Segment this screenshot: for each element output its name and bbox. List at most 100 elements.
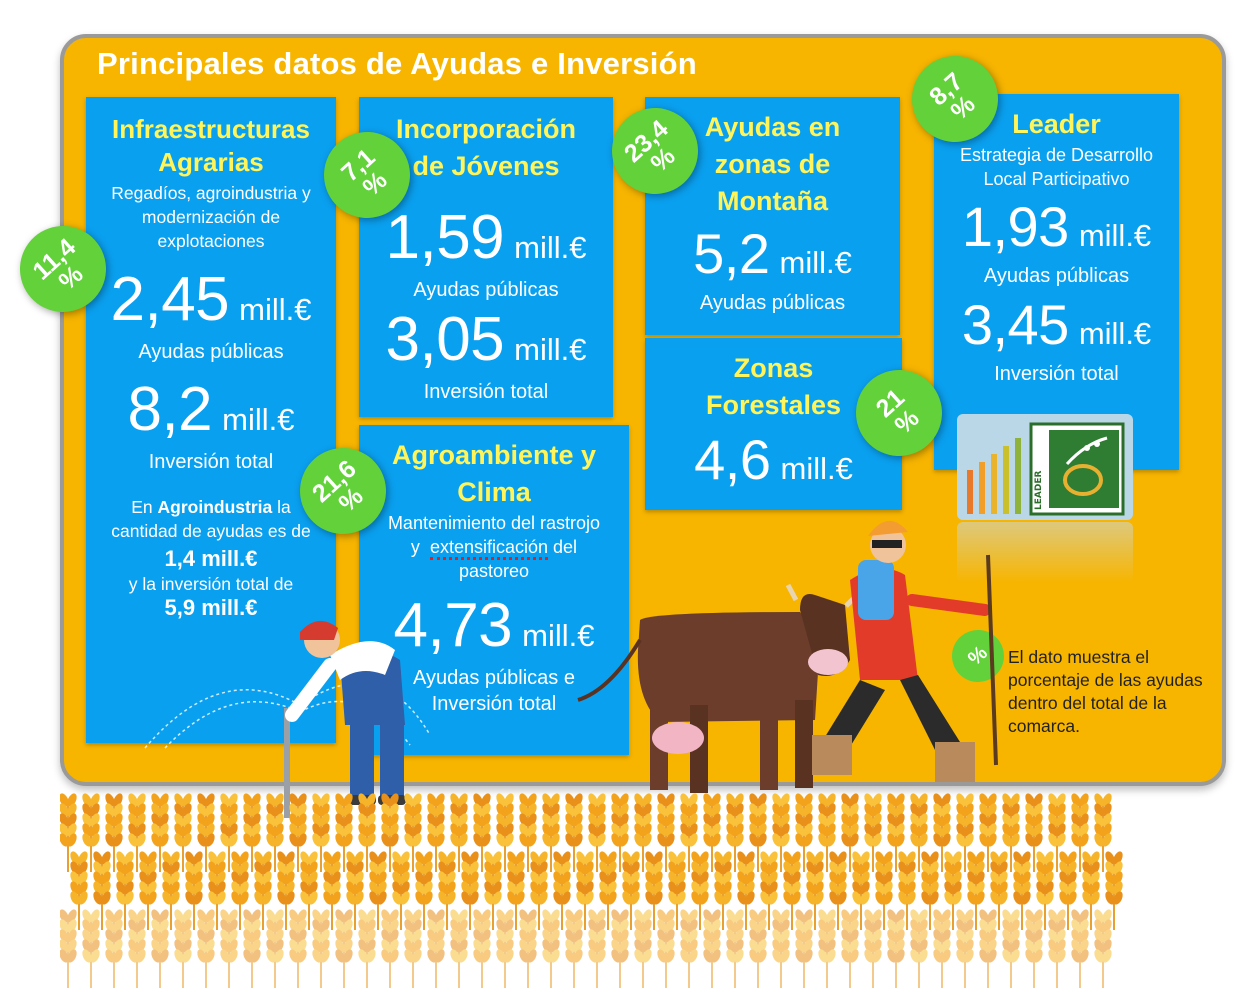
- wheat-stalk: [898, 851, 916, 930]
- wheat-stalk: [668, 851, 686, 930]
- wheat-stalk: [852, 851, 870, 930]
- wheat-stalk: [300, 851, 318, 930]
- wheat-stalk: [335, 909, 353, 988]
- wheat-stalk: [243, 909, 261, 988]
- wheat-stalk: [1094, 793, 1112, 872]
- wheat-stalk: [450, 909, 468, 988]
- wheat-stalk: [657, 909, 675, 988]
- amount-label: Inversión total: [423, 381, 549, 403]
- card-heading: Zonas: [733, 353, 814, 383]
- amount-unit: mill.€: [514, 230, 587, 265]
- card-subtitle: Estrategia de Desarrollo: [959, 145, 1154, 165]
- note-text: la cantidad de ayudas es de: [111, 497, 311, 541]
- amount-value: 3,05: [385, 305, 505, 374]
- wheat-stalk: [438, 851, 456, 930]
- wheat-stalk: [657, 793, 675, 872]
- wheat-stalk: [461, 851, 479, 930]
- wheat-stalk: [910, 793, 928, 872]
- wheat-stalk: [634, 793, 652, 872]
- wheat-stalk: [1013, 851, 1031, 930]
- amount-label: Inversión total: [994, 363, 1119, 385]
- wheat-stalk: [1105, 851, 1123, 930]
- wheat-stalk: [841, 793, 859, 872]
- wheat-stalk: [484, 851, 502, 930]
- note-value: 5,9 mill.€: [164, 595, 258, 620]
- wheat-stalk: [714, 851, 732, 930]
- wheat-stalk: [921, 851, 939, 930]
- card-heading: zonas de: [714, 149, 831, 179]
- leader-logo-graphic: LEADER: [967, 422, 1125, 516]
- wheat-stalk: [611, 793, 629, 872]
- wheat-stalk: [427, 793, 445, 872]
- wheat-stalk: [312, 793, 330, 872]
- amount-unit: mill.€: [1078, 316, 1152, 351]
- wheat-stalk: [369, 851, 387, 930]
- wheat-stalk: [783, 851, 801, 930]
- wheat-stalk: [473, 793, 491, 872]
- wheat-stalk: [553, 851, 571, 930]
- wheat-stalk: [680, 909, 698, 988]
- wheat-stalk: [323, 851, 341, 930]
- wheat-stalk: [990, 851, 1008, 930]
- wheat-stalk: [588, 793, 606, 872]
- wheat-stalk: [645, 851, 663, 930]
- wheat-stalk: [289, 909, 307, 988]
- leader-logo: LEADER: [957, 414, 1133, 520]
- wheat-stalk: [542, 793, 560, 872]
- wheat-stalk: [496, 793, 514, 872]
- wheat-stalk: [864, 793, 882, 872]
- wheat-stalk: [956, 909, 974, 988]
- wheat-stalk: [1094, 909, 1112, 988]
- wheat-stalk: [944, 851, 962, 930]
- amount-label: Inversión total: [148, 451, 274, 473]
- card-heading: Clima: [457, 477, 531, 507]
- wheat-stalk: [231, 851, 249, 930]
- wheat-stalk: [151, 793, 169, 872]
- ayudas-amount: 1,59 mill.€: [359, 207, 613, 269]
- wheat-stalk: [565, 909, 583, 988]
- page-title: Principales datos de Ayudas e Inversión: [97, 46, 697, 81]
- amount-value: 5,2: [693, 222, 770, 285]
- wheat-stalk: [93, 851, 111, 930]
- inversion-amount: 8,2 mill.€: [86, 379, 336, 441]
- amount-label: Ayudas públicas: [699, 292, 846, 314]
- note-text: y la inversión total de: [128, 574, 294, 594]
- card-heading: Incorporación: [395, 114, 577, 144]
- note-value: 1,4 mill.€: [164, 546, 258, 571]
- wheat-stalk: [266, 909, 284, 988]
- wheat-stalk: [358, 909, 376, 988]
- wheat-stalk: [588, 909, 606, 988]
- wheat-stalk: [220, 793, 238, 872]
- wheat-stalk: [933, 909, 951, 988]
- wheat-stalk: [967, 851, 985, 930]
- amount-value: 1,59: [385, 203, 505, 272]
- wheat-stalk: [335, 793, 353, 872]
- wheat-stalk: [703, 793, 721, 872]
- card-agroambiente: Agroambiente y Clima Mantenimiento del r…: [359, 425, 629, 755]
- card-subtitle: Local Participativo: [983, 169, 1130, 189]
- amount-value: 4,6: [694, 428, 771, 491]
- wheat-stalk: [1036, 851, 1054, 930]
- wheat-stalk: [841, 909, 859, 988]
- wheat-stalk: [139, 851, 157, 930]
- wheat-stalk: [875, 851, 893, 930]
- wheat-stalk: [1048, 793, 1066, 872]
- wheat-stalk: [933, 793, 951, 872]
- wheat-stalk: [519, 793, 537, 872]
- wheat-stalk: [346, 851, 364, 930]
- wheat-stalk: [749, 909, 767, 988]
- wheat-stalk: [151, 909, 169, 988]
- amount-unit: mill.€: [222, 402, 295, 437]
- wheat-stalk: [622, 851, 640, 930]
- card-heading: Forestales: [705, 390, 842, 420]
- card-heading: Leader: [1012, 109, 1101, 139]
- wheat-stalk: [1048, 909, 1066, 988]
- wheat-stalk: [691, 851, 709, 930]
- wheat-stalk: [530, 851, 548, 930]
- wheat-stalk: [829, 851, 847, 930]
- note-text: En: [131, 497, 153, 517]
- wheat-stalk: [358, 793, 376, 872]
- amount-label: Ayudas públicas e: [413, 667, 575, 689]
- card-infraestructuras: Infraestructuras Agrarias Regadíos, agro…: [86, 97, 336, 743]
- card-heading: Agroambiente y: [391, 440, 597, 470]
